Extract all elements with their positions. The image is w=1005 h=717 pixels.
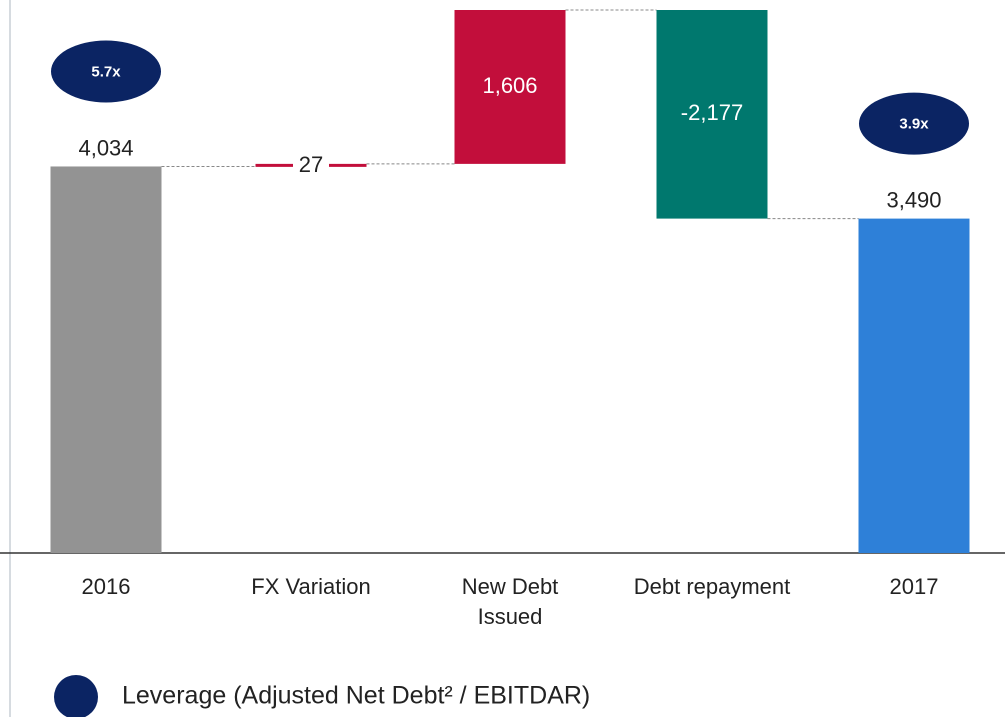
leverage-badge: [859, 92, 969, 155]
bar: [50, 166, 162, 553]
x-tick-label: Debt repayment: [633, 574, 791, 599]
value-label: 3,490: [886, 187, 941, 212]
bar: [656, 10, 768, 219]
leverage-badge: [51, 40, 161, 103]
leverage-label: 5.7x: [91, 63, 121, 80]
leverage-label: 3.9x: [899, 116, 929, 133]
value-label: 27: [299, 152, 323, 177]
x-tick-label: New Debt Issued: [461, 574, 559, 629]
x-tick-label: FX Variation: [251, 574, 371, 599]
legend-swatch: [54, 675, 98, 717]
x-tick-label: 2017: [889, 574, 939, 599]
label-bg: [293, 153, 329, 178]
bar: [858, 218, 970, 553]
legend-label: Leverage (Adjusted Net Debt² / EBITDAR): [122, 682, 590, 710]
x-tick-label: 2016: [81, 574, 131, 599]
value-label: 1,606: [482, 73, 537, 98]
value-label: 4,034: [78, 135, 133, 160]
value-label: -2,177: [681, 100, 743, 125]
bar: [454, 10, 566, 164]
